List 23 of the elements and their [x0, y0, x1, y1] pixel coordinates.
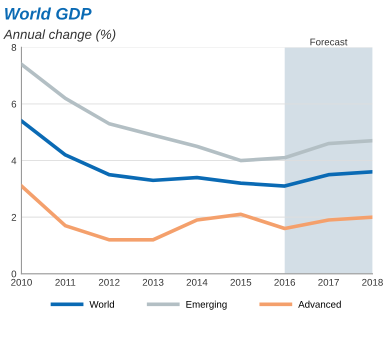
line-series [21, 119, 372, 188]
x-tick-label: 2013 [142, 278, 164, 286]
x-tick-label: 2011 [55, 278, 76, 286]
y-tick-label: 0 [12, 270, 16, 278]
y-tick-label: 2 [12, 214, 16, 221]
y-tick-label: 4 [11, 157, 16, 164]
chart-subtitle: Annual change (%) [3, 29, 116, 42]
y-tick-label: 6 [12, 100, 16, 108]
x-tick-label: 2018 [362, 278, 383, 286]
band-label: Forecast [310, 38, 348, 46]
y-tick-label: 8 [12, 44, 16, 51]
x-tick-label: 2012 [98, 278, 120, 286]
x-tick-label: 2016 [274, 278, 296, 286]
legend-label: Emerging [186, 300, 227, 310]
x-tick-label: 2014 [186, 278, 208, 286]
x-tick-label: 2015 [230, 278, 252, 286]
legend-label: Advanced [298, 300, 341, 308]
legend-label: World [89, 300, 114, 308]
line-series [21, 62, 372, 162]
x-tick-label: 2010 [11, 278, 32, 286]
chart-title: World GDP [5, 7, 92, 20]
x-tick-label: 2017 [318, 278, 339, 286]
line-series [21, 184, 372, 242]
